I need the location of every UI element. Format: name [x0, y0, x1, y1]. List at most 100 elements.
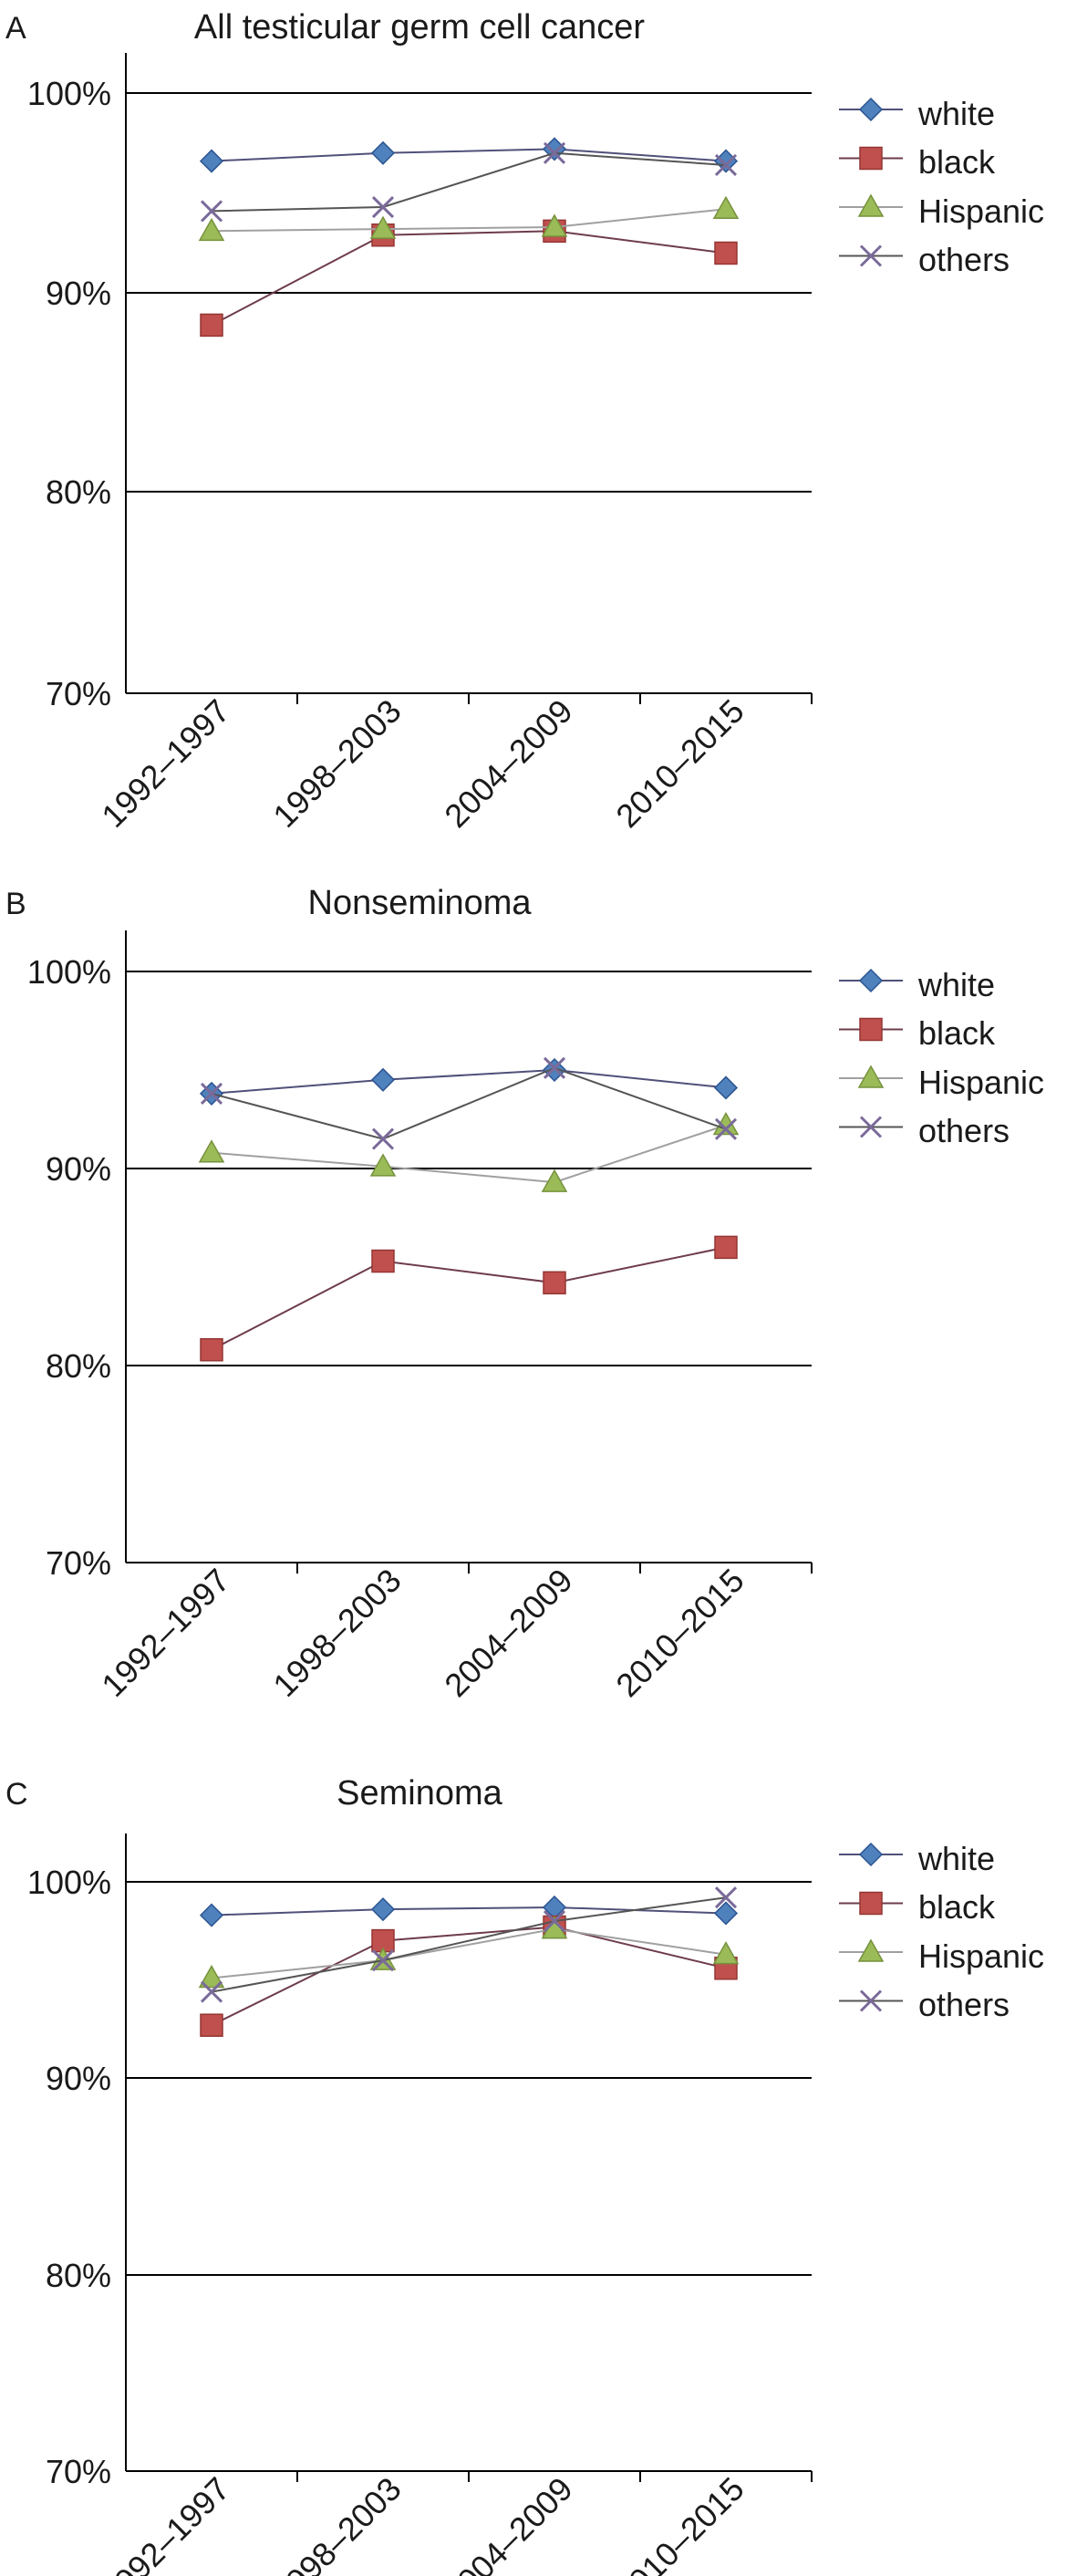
panel-a: A All testicular germ cell cancer 70% 80…	[5, 8, 1044, 835]
panel-b-series-line-white	[211, 1068, 727, 1095]
panel-b-legend-label-others: others	[918, 1112, 1010, 1149]
panel-b-legend-marker-hispanic	[839, 1065, 903, 1088]
panel-c-ytick-100: 100%	[27, 1864, 111, 1901]
panel-title-c: Seminoma	[337, 1774, 502, 1813]
panel-b-legend-symbol-black	[859, 1017, 883, 1042]
panel-b-point-others-1	[200, 1082, 223, 1105]
panel-a-point-others-3	[543, 141, 566, 164]
panel-a-legend-marker-others	[839, 244, 903, 267]
panel-c-legend-label-white: white	[917, 1840, 995, 1877]
panel-letter-c: C	[5, 1777, 28, 1812]
panel-b-point-others-4	[714, 1117, 738, 1140]
panel-b-point-black-4	[714, 1235, 738, 1260]
panel-b-legend-label-hispanic: Hispanic	[918, 1064, 1044, 1101]
panel-c-plot	[198, 1886, 740, 2037]
panel-a-legend-marker-hispanic	[839, 193, 903, 217]
panel-a-point-hispanic-2	[369, 215, 397, 239]
panel-a-point-others-2	[371, 195, 395, 219]
panel-c-xtick-1998-2003: 1998–2003	[265, 2470, 408, 2576]
panel-b-legend-marker-white	[839, 968, 903, 993]
panel-b-ytick-100: 100%	[27, 953, 111, 991]
panel-c-legend-marker-others	[839, 1989, 903, 2012]
panel-a-point-hispanic-4	[712, 195, 740, 219]
panel-a-legend: white black Hispanic others	[839, 95, 1044, 278]
panel-a-point-hispanic-3	[541, 213, 568, 237]
panel-b-series-line-hispanic	[211, 1124, 727, 1184]
panel-b-point-hispanic-4	[712, 1111, 740, 1136]
panel-b-legend-marker-black	[839, 1017, 903, 1042]
panel-b-legend-marker-others	[839, 1116, 903, 1138]
panel-c-point-hispanic-1	[198, 1964, 225, 1989]
panel-a-legend-label-others: others	[918, 241, 1010, 278]
panel-c-series-line-others	[211, 1896, 727, 1993]
panel-a-plot	[198, 137, 740, 338]
panel-b-point-white-4	[713, 1075, 739, 1100]
panel-a-legend-marker-black	[839, 146, 903, 171]
panel-c-point-black-1	[200, 2013, 223, 2037]
panel-c-legend-marker-hispanic	[839, 1938, 903, 1962]
panel-b-point-others-2	[371, 1127, 395, 1150]
panel-c-legend-label-others: others	[918, 1986, 1010, 2023]
panel-b-point-hispanic-3	[541, 1169, 568, 1192]
panel-b-xtick-1998-2003: 1998–2003	[265, 1562, 408, 1704]
panel-c-legend-symbol-others	[859, 1989, 883, 2012]
panel-b-legend-symbol-white	[858, 968, 884, 993]
panel-b-point-white-2	[370, 1067, 396, 1092]
panel-b-series-line-others	[211, 1066, 727, 1140]
panel-a-xtick-2004-2009: 2004–2009	[437, 692, 579, 835]
panel-a-legend-symbol-hispanic	[857, 193, 885, 217]
panel-b-ytick-80: 80%	[46, 1347, 111, 1385]
panel-c-point-others-3	[543, 1910, 566, 1933]
panel-c-point-others-1	[200, 1980, 223, 2003]
panel-c-legend: white black Hispanic others	[839, 1840, 1044, 2023]
panel-a-point-white-2	[370, 140, 396, 165]
panel-b-xtick-1992-1997: 1992–1997	[94, 1562, 236, 1704]
panel-a-legend-label-white: white	[917, 95, 995, 132]
panel-title-a: All testicular germ cell cancer	[194, 8, 646, 47]
panel-b-point-white-3	[542, 1057, 567, 1083]
panel-b-ytick-90: 90%	[46, 1150, 111, 1188]
panel-a-legend-label-black: black	[918, 143, 996, 181]
panel-a-point-black-4	[714, 241, 738, 265]
panel-a-legend-label-hispanic: Hispanic	[918, 192, 1044, 230]
panel-c-point-white-2	[370, 1897, 396, 1922]
panel-a-point-others-4	[714, 153, 738, 177]
panel-b-legend-symbol-others	[859, 1116, 883, 1138]
panel-a-xtick-1998-2003: 1998–2003	[265, 692, 408, 835]
panel-c-xtick-2010-2015: 2010–2015	[608, 2470, 751, 2576]
panel-c-point-white-4	[713, 1901, 739, 1926]
panel-b-point-hispanic-1	[198, 1139, 225, 1163]
panel-c-series-line-hispanic	[211, 1927, 727, 1979]
panel-c-legend-label-hispanic: Hispanic	[918, 1937, 1044, 1975]
panel-c-legend-marker-black	[839, 1891, 903, 1916]
panel-b-point-black-2	[371, 1249, 395, 1273]
panel-c-series-line-black	[211, 1926, 727, 2027]
panel-a-xtick-1992-1997: 1992–1997	[94, 692, 236, 835]
panel-c-point-hispanic-4	[712, 1941, 740, 1965]
panel-a-point-white-1	[199, 149, 224, 173]
panel-c-legend-label-black: black	[918, 1888, 996, 1926]
panel-b: B Nonseminoma 70% 80% 90% 100% 1992–1997…	[5, 884, 1044, 1704]
panel-c-legend-symbol-hispanic	[857, 1938, 885, 1962]
panel-c-legend-marker-white	[839, 1842, 903, 1867]
panel-letter-a: A	[5, 11, 26, 46]
panel-c-point-others-2	[371, 1949, 395, 1972]
panel-c-ytick-90: 90%	[46, 2060, 111, 2097]
panel-title-b: Nonseminoma	[308, 884, 533, 922]
panel-letter-b: B	[5, 887, 26, 921]
panel-c-xtick-1992-1997: 1992–1997	[94, 2470, 236, 2576]
panel-b-point-black-1	[200, 1337, 223, 1362]
panel-a-legend-marker-white	[839, 97, 903, 122]
panel-a-point-black-1	[200, 313, 223, 338]
panel-c-ytick-80: 80%	[46, 2257, 111, 2294]
panel-a-point-hispanic-1	[198, 217, 225, 242]
panel-c-point-white-1	[199, 1903, 224, 1927]
panel-c-legend-symbol-white	[858, 1842, 884, 1867]
panel-b-legend-label-black: black	[918, 1014, 996, 1052]
panel-a-legend-symbol-white	[858, 97, 884, 122]
panel-a-series-line-hispanic	[211, 208, 727, 233]
panel-c-series-line-white	[211, 1906, 727, 1916]
panel-b-legend-label-white: white	[917, 966, 995, 1003]
panel-b-point-black-3	[543, 1271, 566, 1295]
panel-c-point-others-4	[714, 1886, 738, 1909]
